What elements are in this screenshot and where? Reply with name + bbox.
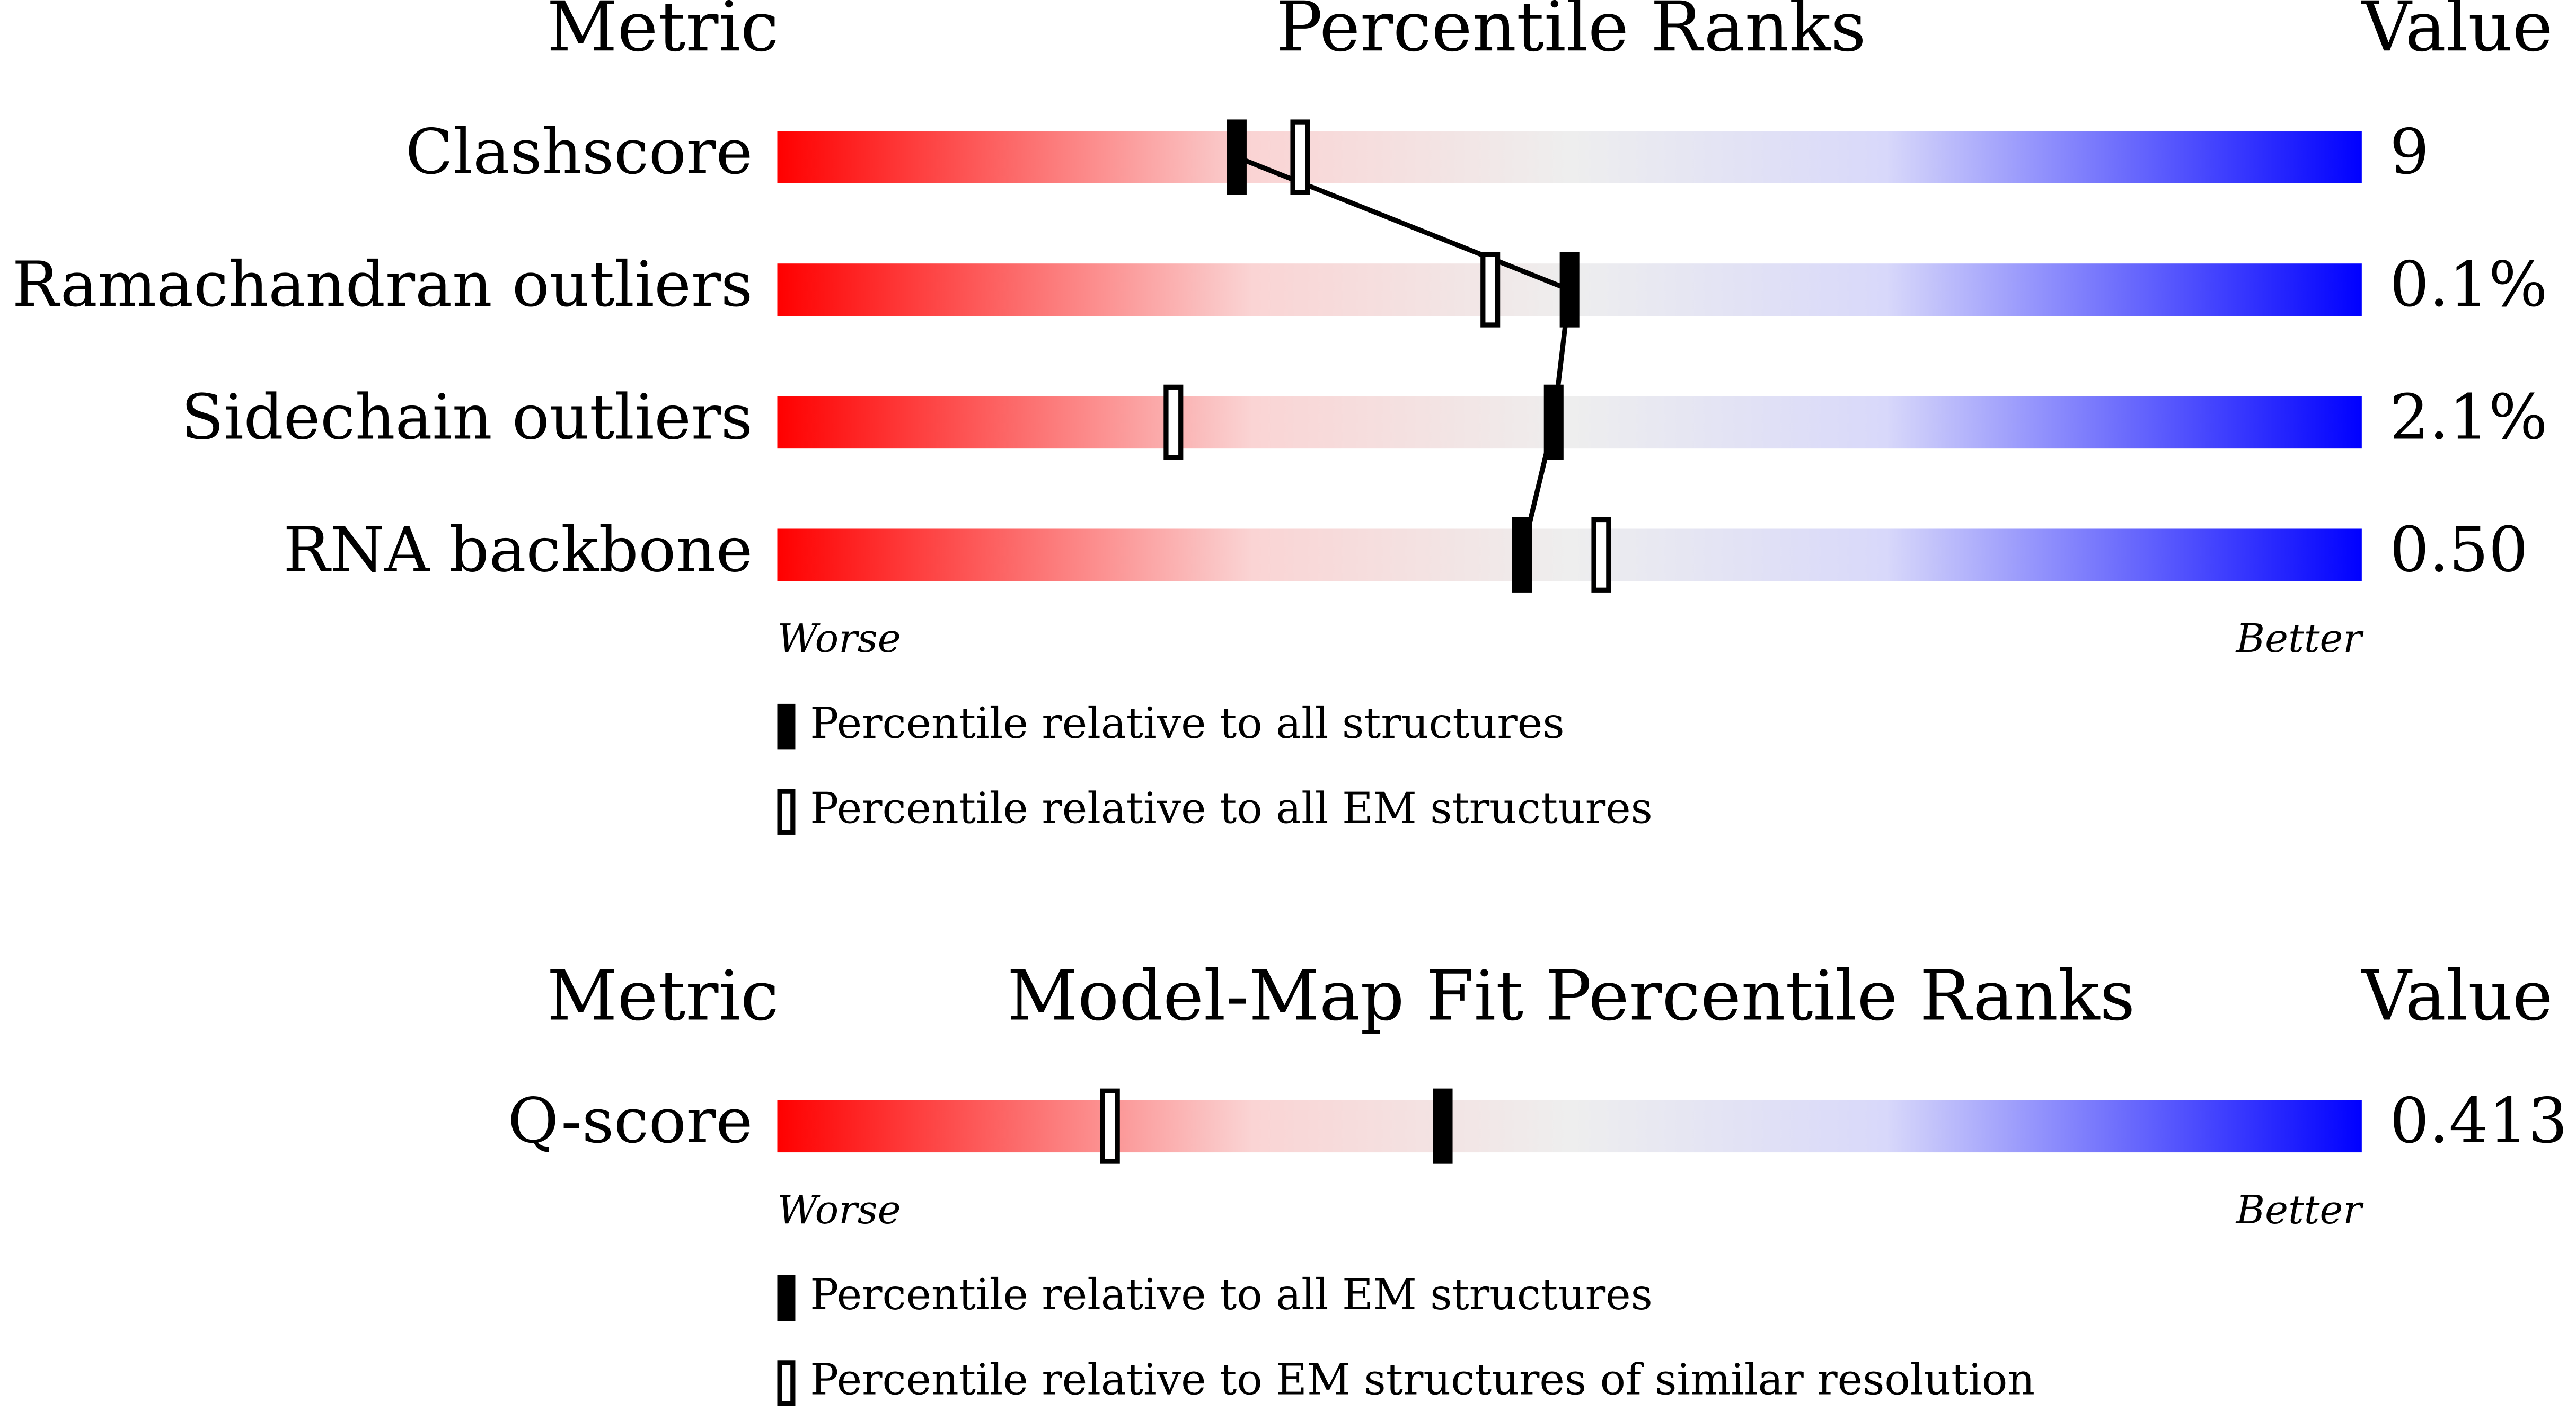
percentile-marker	[1433, 1088, 1453, 1164]
percentile-marker	[1480, 252, 1501, 328]
metric-label: RNA backbone	[283, 513, 753, 586]
metric-label: Sidechain outliers	[181, 381, 753, 453]
percentile-marker	[1227, 119, 1247, 195]
percentile-marker	[1559, 252, 1580, 328]
worse-label: Worse	[777, 616, 901, 662]
chart-title: Percentile Ranks	[1276, 0, 1866, 67]
metric-value: 2.1%	[2389, 381, 2547, 453]
better-label: Better	[2235, 1187, 2365, 1233]
legend-label: Percentile relative to all EM structures	[810, 783, 1653, 833]
percentile-marker	[1543, 384, 1564, 460]
value-header: Value	[2361, 956, 2553, 1036]
metric-header: Metric	[547, 956, 779, 1036]
legend-icon	[777, 1360, 796, 1406]
better-label: Better	[2235, 616, 2365, 662]
chart-title: Model-Map Fit Percentile Ranks	[1007, 956, 2135, 1036]
metric-label: Q-score	[508, 1084, 753, 1157]
legend-label: Percentile relative to EM structures of …	[810, 1355, 2035, 1405]
legend-icon	[777, 703, 796, 750]
gradient-bar	[777, 131, 2362, 183]
percentile-marker	[1100, 1088, 1120, 1164]
percentile-marker	[1290, 119, 1310, 195]
metric-value: 0.50	[2389, 513, 2528, 586]
percentile-marker	[1591, 517, 1611, 593]
metric-value: 0.1%	[2389, 248, 2547, 321]
legend-label: Percentile relative to all structures	[810, 698, 1564, 748]
metric-value: 0.413	[2389, 1084, 2568, 1157]
worse-label: Worse	[777, 1187, 901, 1233]
metric-header: Metric	[547, 0, 779, 67]
legend-icon	[777, 789, 796, 835]
percentile-marker	[1163, 384, 1184, 460]
percentile-marker	[1512, 517, 1532, 593]
metric-label: Clashscore	[405, 116, 753, 188]
value-header: Value	[2361, 0, 2553, 67]
gradient-bar	[777, 1100, 2362, 1153]
metric-label: Ramachandran outliers	[12, 248, 753, 321]
gradient-bar	[777, 528, 2362, 581]
legend-icon	[777, 1275, 796, 1321]
metric-value: 9	[2389, 116, 2429, 188]
connector-line	[1236, 155, 1573, 555]
gradient-bar	[777, 396, 2362, 449]
legend-label: Percentile relative to all EM structures	[810, 1269, 1653, 1319]
